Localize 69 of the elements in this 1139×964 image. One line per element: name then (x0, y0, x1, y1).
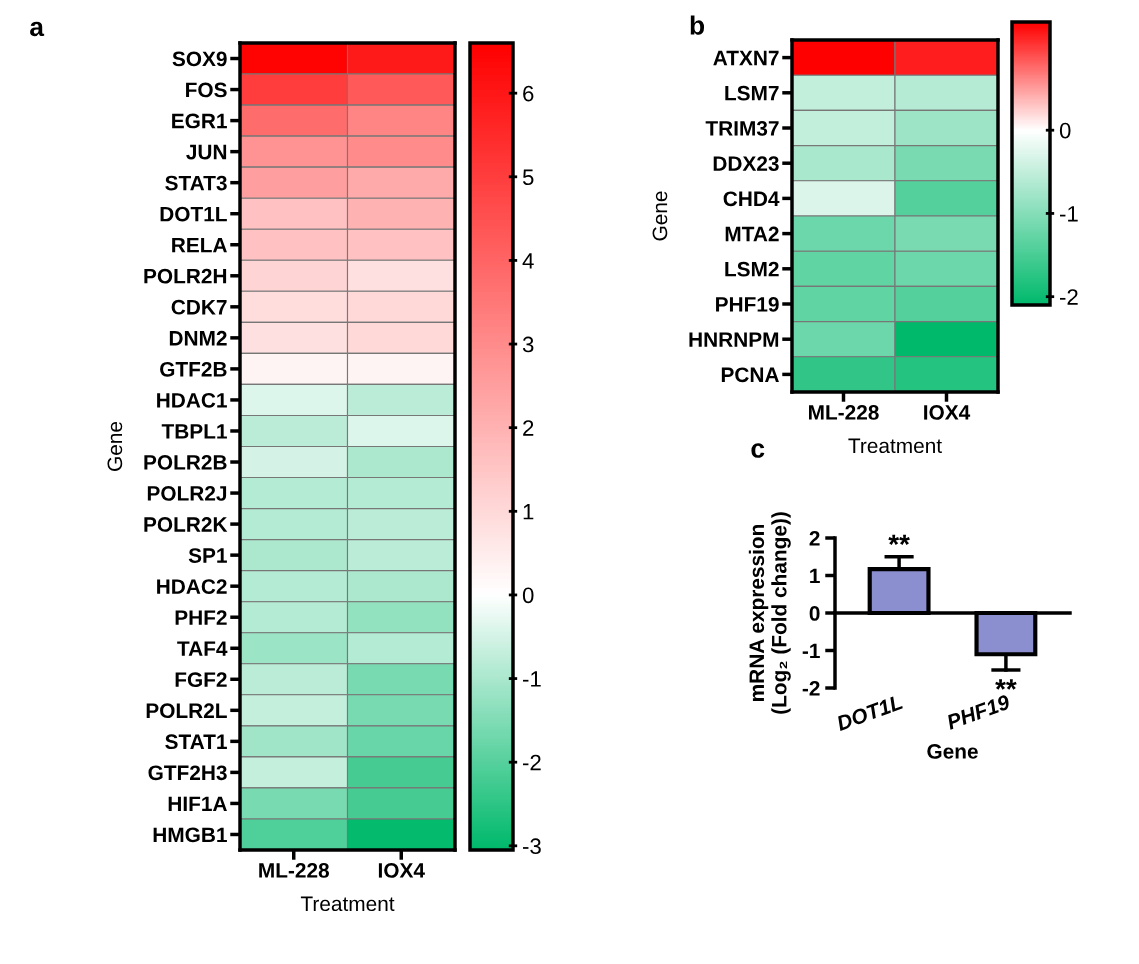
annotation: ** (995, 679, 1017, 690)
y-tick-label: 1 (810, 568, 820, 584)
y-tick-label: ATXN7 (713, 50, 779, 66)
chart-title: c (751, 443, 765, 458)
y-tick-label: POLR2K (144, 517, 228, 532)
y-tick-label: FOS (186, 82, 227, 98)
x-axis-title: Treatment (300, 896, 395, 912)
chart-title: b (690, 15, 705, 35)
y-tick-label: HNRNPM (689, 332, 779, 347)
color-bar-label: 0 (522, 587, 534, 604)
y-axis-title: Gene (652, 191, 668, 241)
y-tick-label: MTA2 (725, 226, 779, 242)
color-bar-label: 6 (523, 85, 534, 102)
color-bar-label: -1 (523, 671, 541, 687)
y-tick-label: POLR2J (147, 486, 227, 501)
color-bar-label: -2 (523, 754, 541, 771)
color-bar-label: 1 (523, 504, 534, 520)
y-tick-label: PHF19 (716, 297, 779, 312)
color-bar-label: 0 (1059, 122, 1071, 139)
x-tick-label: IOX4 (378, 863, 425, 878)
color-bar-label: -1 (1060, 206, 1078, 222)
y-tick-label: EGR1 (172, 113, 227, 129)
y-tick-label: JUN (186, 144, 227, 160)
y-tick-label: PCNA (721, 367, 779, 383)
y-tick-label: POLR2H (144, 268, 227, 284)
y-axis-title: Gene (107, 421, 123, 471)
y-tick-label: HIF1A (168, 796, 227, 811)
y-tick-label: RELA (172, 237, 227, 253)
y-tick-label: SP1 (188, 548, 227, 563)
x-axis-title: Gene (927, 744, 978, 759)
y-tick-label: TRIM37 (705, 121, 779, 136)
color-bar-label: 4 (522, 253, 534, 269)
y-tick-label: LSM7 (725, 85, 779, 101)
x-axis-title: Treatment (848, 438, 942, 454)
y-tick-label: 2 (809, 531, 820, 546)
y-tick-label: PHF2 (175, 610, 227, 625)
x-tick-label: ML-228 (809, 405, 879, 420)
color-bar-label: 3 (522, 336, 534, 353)
y-tick-label: -2 (802, 681, 820, 696)
y-tick-label: GTF2H3 (148, 765, 227, 781)
y-tick-label: SOX9 (172, 51, 227, 67)
y-tick-label: CHD4 (723, 191, 780, 207)
y-tick-label: STAT1 (165, 734, 227, 750)
y-tick-label: DOT1L (160, 206, 227, 222)
annotation: ** (888, 534, 910, 545)
y-tick-label: DDX23 (713, 156, 779, 171)
y-tick-label: LSM2 (725, 261, 779, 277)
chart-title: a (30, 21, 45, 37)
color-bar-label: -3 (523, 838, 541, 855)
y-tick-label: GTF2B (160, 361, 227, 377)
y-tick-label: POLR2B (144, 455, 227, 470)
color-bar-label: 5 (522, 169, 534, 186)
y-tick-label: HDAC2 (157, 579, 227, 594)
y-tick-label: -1 (802, 643, 820, 659)
color-bar-label: 2 (523, 420, 534, 436)
x-tick-label: ML-228 (259, 863, 329, 878)
y-tick-label: CDK7 (171, 299, 227, 315)
y-tick-label: FGF2 (175, 672, 227, 688)
color-bar-label: -2 (1060, 289, 1078, 305)
y-tick-label: STAT3 (165, 175, 227, 191)
y-tick-label: DNM2 (169, 330, 227, 346)
y-tick-label: 0 (809, 606, 820, 621)
y-tick-label: TAF4 (177, 641, 228, 656)
y-tick-label: POLR2L (146, 703, 227, 719)
y-tick-label: HDAC1 (157, 392, 227, 408)
x-tick-label: IOX4 (924, 405, 971, 420)
y-tick-label: TBPL1 (161, 424, 227, 439)
y-tick-label: HMGB1 (153, 827, 227, 843)
y-axis-title: mRNA expression (Log₂ (Fold change)) (748, 512, 791, 714)
